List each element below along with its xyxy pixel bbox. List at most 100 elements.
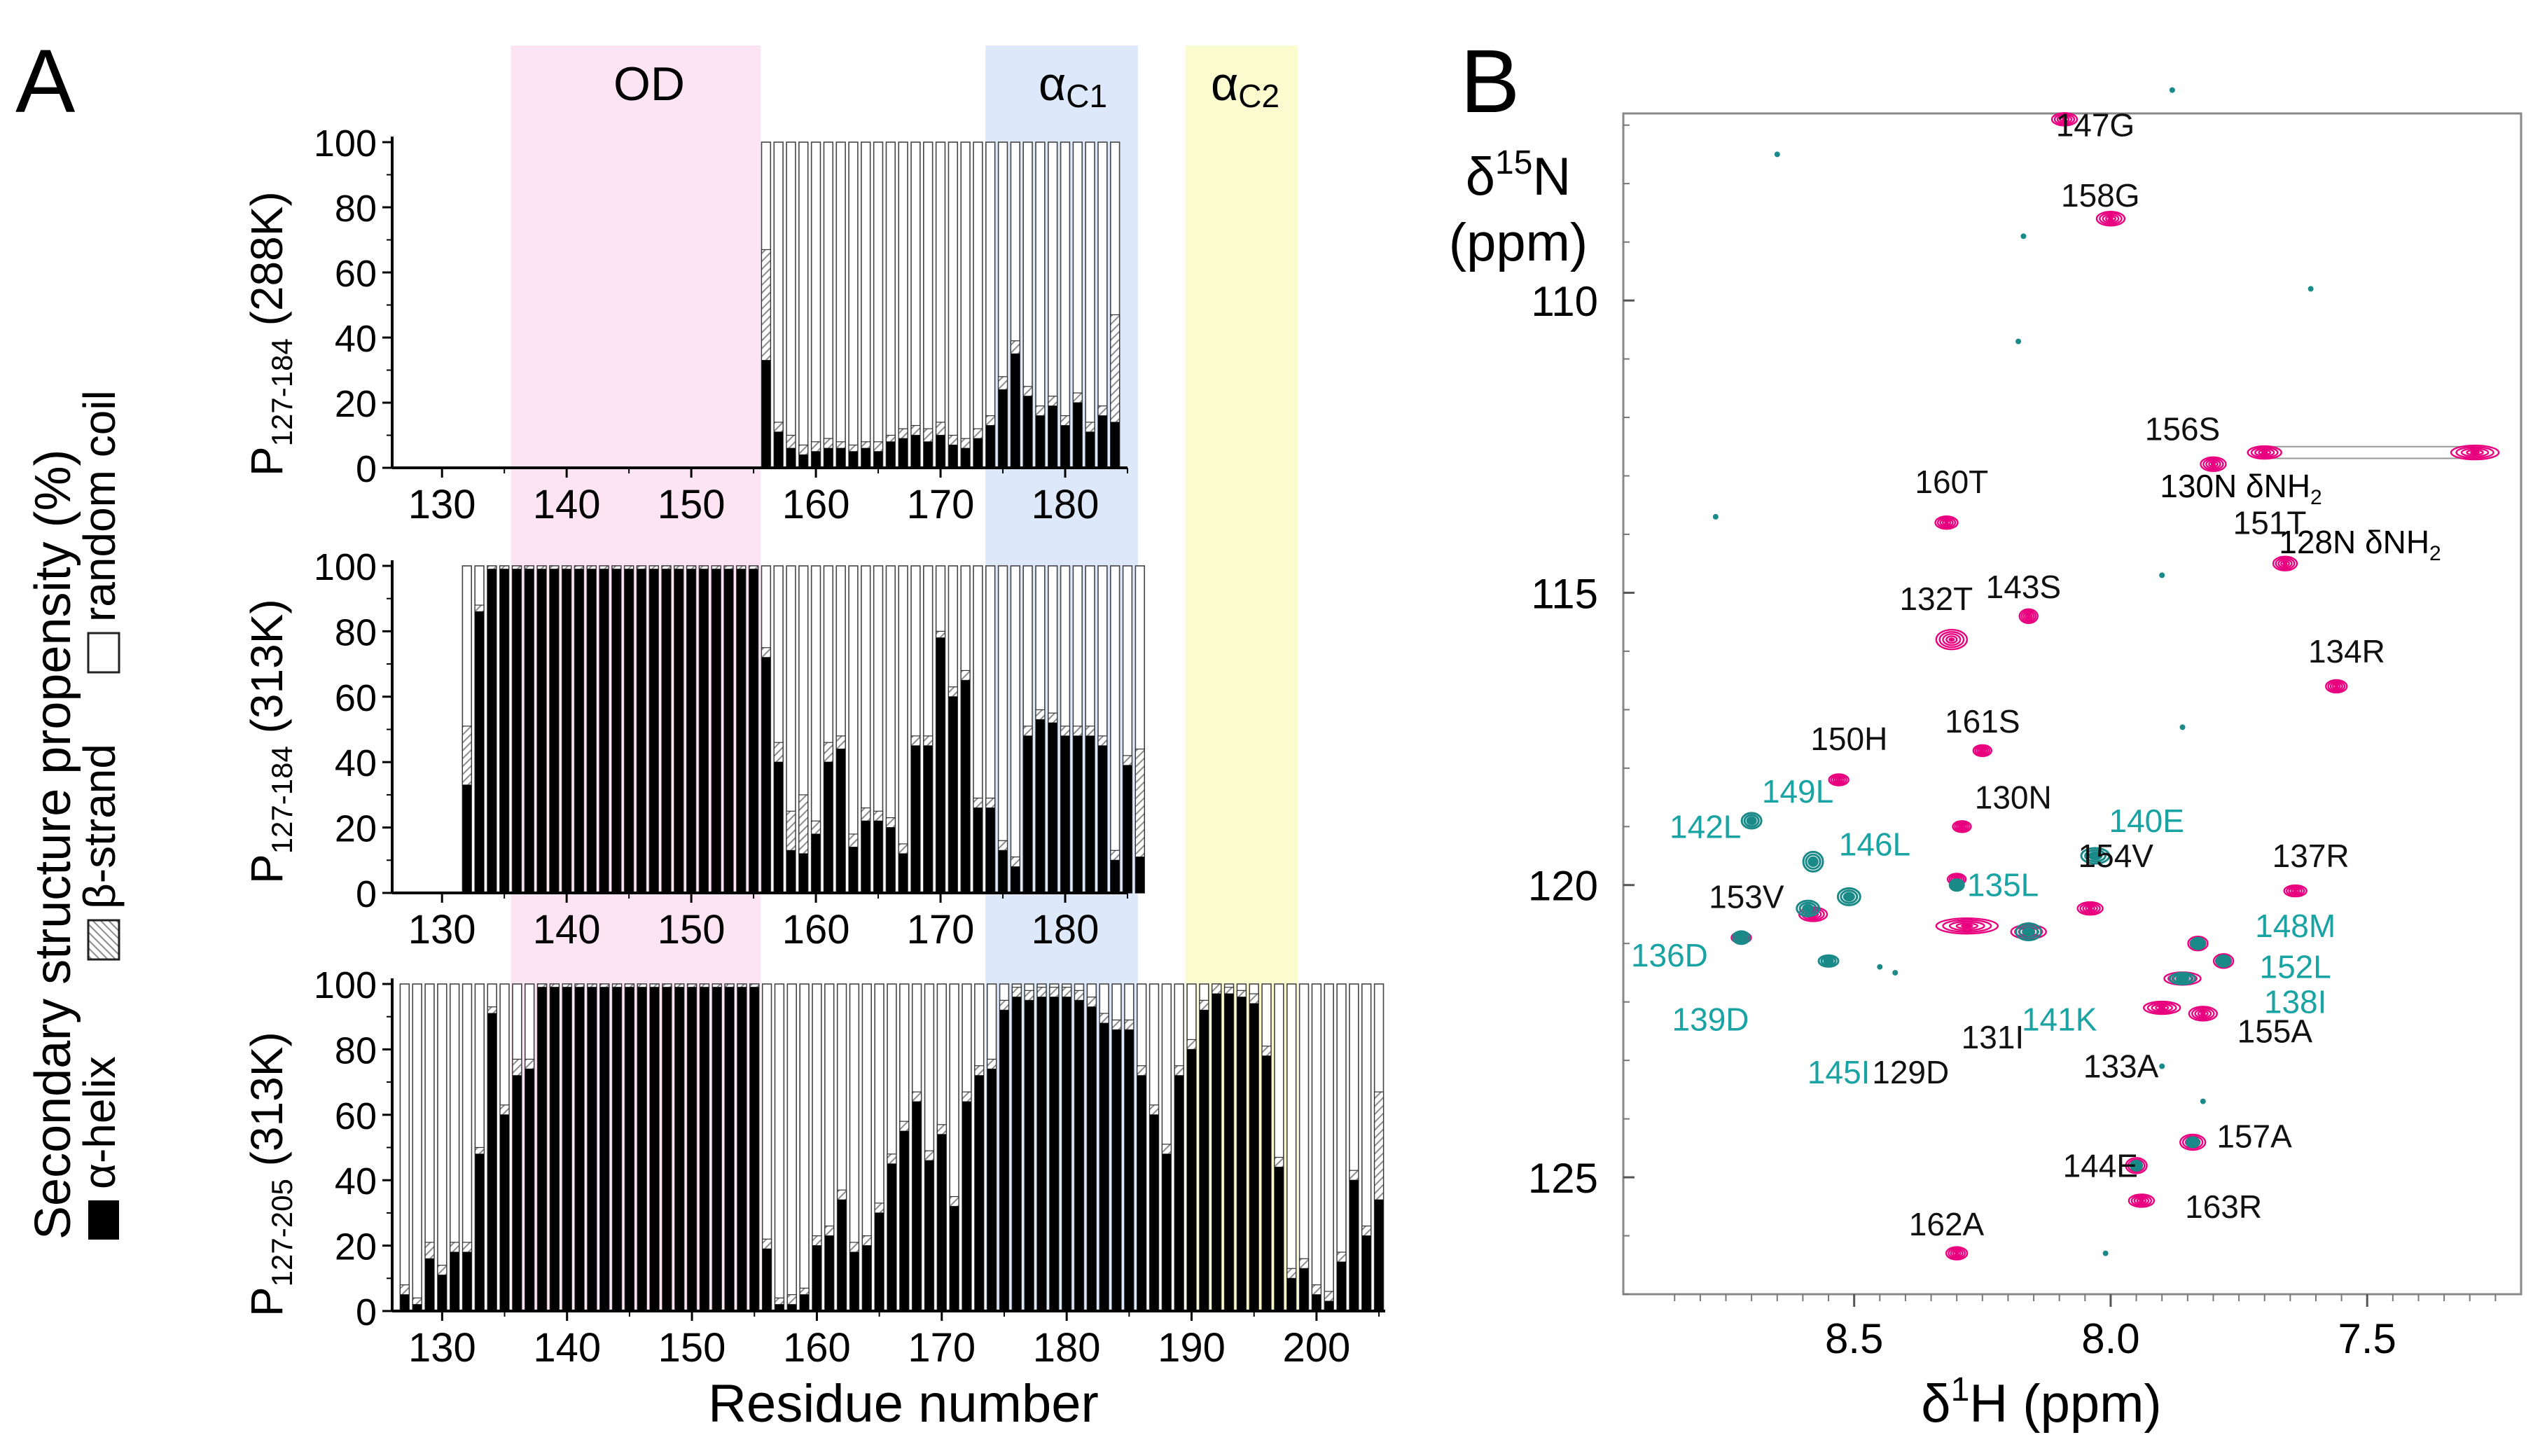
coil-bar — [923, 141, 934, 469]
coil-bar — [810, 141, 821, 469]
strand-bar — [824, 1225, 835, 1237]
helix-bar — [1098, 415, 1107, 468]
peak-magenta — [2104, 215, 2116, 222]
chart0-title-tail: (288K) — [242, 191, 292, 338]
peak-teal — [1743, 814, 1760, 828]
strand-bar — [861, 807, 871, 821]
x-tick-label: 150 — [658, 482, 726, 527]
helix-bar — [761, 360, 771, 468]
noise-peak — [1712, 513, 1719, 520]
strand-bar — [1374, 1091, 1384, 1200]
helix-bar — [924, 1160, 934, 1311]
strand-bar — [924, 1150, 934, 1161]
peak-magenta — [2082, 903, 2098, 913]
helix-bar — [624, 569, 634, 893]
legend-beta-label: β-strand — [74, 744, 125, 909]
peak-magenta — [2450, 444, 2500, 461]
strand-bar — [899, 1121, 910, 1132]
strand-bar — [974, 1065, 985, 1076]
helix-bar — [712, 569, 721, 893]
helix-bar — [487, 1013, 497, 1311]
peak-magenta — [1955, 922, 1978, 930]
peak-teal — [2084, 849, 2107, 863]
helix-bar — [985, 425, 995, 468]
hsqc-ylabel-n: N — [1532, 147, 1571, 207]
strand-bar — [1249, 993, 1259, 1004]
peak-magenta — [2127, 1158, 2146, 1173]
noise-peak — [1774, 151, 1780, 158]
hsqc-xlabel-delta: δ — [1921, 1374, 1950, 1434]
peak-teal — [1805, 853, 1821, 870]
peak-teal — [2185, 1136, 2200, 1149]
helix-bar — [898, 853, 908, 893]
strand-bar — [525, 1058, 535, 1070]
strand-bar — [873, 441, 884, 452]
helix-bar — [412, 1304, 422, 1311]
peak-label: 161S — [1945, 703, 2020, 740]
peak-magenta — [1952, 1250, 1962, 1256]
noise-peak — [2159, 1063, 2165, 1069]
helix-bar — [1087, 1006, 1097, 1311]
peak-label: 153V — [1709, 878, 1784, 915]
strand-bar — [811, 441, 821, 452]
helix-bar — [1037, 997, 1046, 1311]
ac2-region-sub: C2 — [1238, 78, 1279, 114]
x-tick-label: 190 — [1158, 1325, 1226, 1371]
helix-bar — [762, 1249, 772, 1311]
peak-teal — [2215, 954, 2232, 968]
strand-bar — [737, 983, 747, 988]
helix-bar — [1286, 1278, 1296, 1311]
strand-bar — [1060, 726, 1071, 737]
strand-bar — [885, 434, 896, 443]
peak-teal — [2172, 973, 2193, 984]
peak-magenta — [1948, 920, 1985, 931]
strand-bar — [661, 565, 672, 570]
helix-bar — [599, 987, 609, 1311]
peak-magenta — [2128, 1193, 2156, 1208]
peak-label: 142L — [1670, 808, 1741, 845]
strand-bar — [811, 820, 821, 835]
peak-magenta — [2188, 1006, 2219, 1022]
peak-magenta-center — [1980, 748, 1985, 753]
strand-bar — [499, 1104, 510, 1116]
strand-bar — [1011, 987, 1022, 998]
strand-bar — [450, 1242, 460, 1253]
x-tick-label: 200 — [1283, 1325, 1351, 1371]
strand-bar — [511, 565, 522, 570]
strand-bar — [823, 742, 833, 763]
helix-bar — [936, 637, 945, 893]
peak-magenta-center — [2293, 889, 2298, 894]
y-tick-label: 80 — [335, 611, 377, 653]
strand-bar — [724, 983, 735, 988]
chart2-title-tail: (313K) — [242, 1032, 292, 1179]
strand-bar — [437, 1265, 447, 1276]
strand-bar — [624, 983, 634, 988]
strand-bar — [1048, 712, 1058, 723]
peak-magenta — [1942, 633, 1962, 646]
peak-teal — [2015, 922, 2043, 942]
x-tick-label: 180 — [1033, 1325, 1101, 1371]
helix-bar — [525, 569, 534, 893]
helix-bar — [973, 438, 983, 468]
coil-bar — [835, 141, 846, 469]
helix-bar — [862, 1245, 872, 1311]
strand-bar — [1035, 405, 1046, 417]
helix-bar — [1149, 1114, 1159, 1311]
y-tick-label: 115 — [1531, 570, 1598, 617]
coil-bar — [898, 141, 908, 469]
helix-bar — [1162, 1153, 1172, 1311]
x-tick-label: 140 — [533, 907, 601, 952]
ac2-region-label: αC2 — [1211, 57, 1279, 114]
hsqc-ylabel-line1: δ15N — [1466, 144, 1571, 207]
helix-bar — [450, 1252, 459, 1311]
helix-bar — [512, 569, 522, 893]
strand-bar — [973, 428, 983, 439]
helix-bar — [961, 680, 971, 893]
helix-bar — [1036, 415, 1045, 468]
helix-bar — [1312, 1294, 1321, 1311]
strand-bar — [1085, 422, 1095, 433]
strand-bar — [849, 1242, 859, 1253]
coil-bar — [973, 141, 983, 469]
peak-magenta — [1830, 775, 1847, 785]
helix-bar — [650, 987, 659, 1311]
